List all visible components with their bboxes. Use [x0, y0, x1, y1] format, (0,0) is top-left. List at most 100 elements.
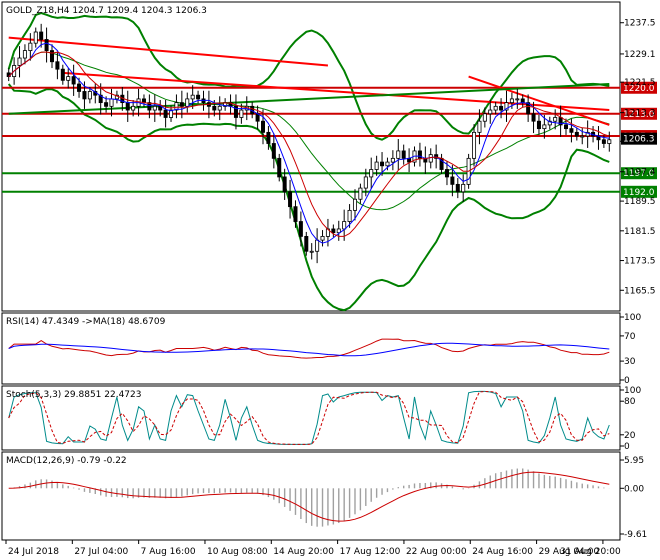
stoch-header: Stoch(5,3,3) 29.8851 22.4723	[6, 390, 141, 400]
ma-fast-line	[8, 42, 610, 244]
axis-layer: 1237.51229.11221.51213.31205.61197.41189…	[5, 19, 657, 557]
stoch-panel-frame	[1, 385, 621, 451]
candle-body	[585, 131, 590, 137]
rsi-tick-label: 100	[624, 313, 641, 323]
price-tick-label: 1189.5	[624, 197, 656, 207]
price-tick-label: 1213.3	[624, 109, 656, 119]
level-label: 1197.0	[623, 169, 655, 179]
candle-body	[169, 109, 174, 118]
candle-body	[574, 131, 579, 137]
stoch-layer	[8, 390, 610, 445]
candle-body	[536, 120, 541, 130]
candle-body	[564, 124, 569, 130]
candle-body	[147, 102, 152, 111]
rsi-line	[8, 338, 610, 359]
candle-body	[542, 124, 547, 130]
bollinger-upper	[7, 11, 610, 141]
candle-body	[288, 191, 293, 208]
candle-body	[152, 105, 157, 111]
candle-body	[125, 102, 130, 111]
x-tick-label: 24 Jul 2018	[8, 547, 59, 557]
candle-body	[472, 131, 477, 159]
candle-body	[109, 98, 114, 107]
candle-body	[607, 139, 612, 144]
candle-body	[277, 157, 282, 178]
candle-body	[477, 120, 482, 133]
candle-body	[217, 105, 222, 111]
candle-body	[444, 169, 449, 178]
candle-body	[515, 98, 520, 101]
rsi-layer	[8, 338, 610, 359]
candle-body	[526, 102, 531, 115]
candle-body	[22, 50, 27, 59]
candle-body	[601, 139, 606, 144]
candle-body	[71, 76, 76, 85]
price-tick-label: 1237.5	[624, 19, 656, 29]
candle-body	[60, 68, 65, 81]
x-tick-label: 29 Aug 04:00	[539, 547, 600, 557]
level-tag	[621, 81, 657, 94]
candle-body	[450, 176, 455, 185]
candle-body	[363, 176, 368, 189]
candle-body	[271, 143, 276, 159]
price-tick-label: 1165.5	[624, 286, 656, 296]
trendline	[62, 71, 610, 112]
candle-body	[239, 109, 244, 118]
candle-body	[304, 235, 309, 252]
stoch-tick-label: 0	[624, 442, 630, 452]
candle-body	[179, 102, 184, 107]
candle-body	[482, 113, 487, 122]
candle-body	[298, 221, 303, 237]
bollinger-middle	[8, 51, 610, 211]
price-tick-label: 1197.4	[624, 168, 656, 178]
price-tick-label: 1229.1	[624, 50, 656, 60]
level-tag	[621, 167, 657, 180]
candle-body	[44, 39, 49, 51]
candle-body	[233, 105, 238, 118]
level-label: 1213.0	[623, 110, 655, 120]
candle-body	[547, 120, 552, 126]
candle-body	[66, 76, 71, 81]
candle-body	[158, 105, 163, 111]
rsi-ma-line	[8, 342, 610, 357]
current-price-tag	[621, 132, 657, 145]
level-label: 1192.0	[623, 188, 655, 198]
candle-body	[342, 221, 347, 230]
price-tick-label: 1173.5	[624, 257, 656, 267]
macd-tick-label: -9.61	[624, 530, 647, 540]
candle-body	[385, 161, 390, 167]
macd-tick-label: 5.95	[624, 456, 644, 466]
candle-body	[293, 206, 298, 222]
candle-body	[77, 83, 82, 92]
candle-body	[55, 61, 60, 70]
trendline	[468, 75, 610, 126]
candle-body	[196, 94, 201, 100]
candle-body	[455, 183, 460, 193]
stoch-tick-label: 80	[624, 397, 636, 407]
candle-body	[358, 187, 363, 200]
rsi-header: RSI(14) 47.4349 ->MA(18) 48.6709	[6, 317, 166, 327]
candle-body	[520, 98, 525, 104]
x-tick-label: 10 Aug 08:00	[207, 547, 268, 557]
macd-panel-frame	[1, 451, 621, 541]
candle-body	[190, 94, 195, 100]
x-tick-label: 7 Aug 16:00	[141, 547, 196, 557]
candle-body	[369, 169, 374, 178]
candle-body	[212, 105, 217, 111]
macd-layer	[8, 468, 610, 527]
stoch-tick-label: 100	[624, 386, 641, 396]
x-tick-label: 14 Aug 20:00	[273, 547, 334, 557]
level-tag	[621, 185, 657, 198]
candle-body	[98, 94, 103, 104]
rsi-tick-label: 70	[624, 332, 636, 342]
x-tick-label: 27 Jul 04:00	[74, 547, 128, 557]
candle-body	[531, 113, 536, 122]
candle-body	[163, 109, 168, 118]
price-tick-label: 1221.5	[624, 78, 656, 88]
candle-body	[380, 161, 385, 167]
candle-body	[266, 131, 271, 144]
trendline	[8, 83, 610, 115]
candle-body	[261, 120, 266, 133]
